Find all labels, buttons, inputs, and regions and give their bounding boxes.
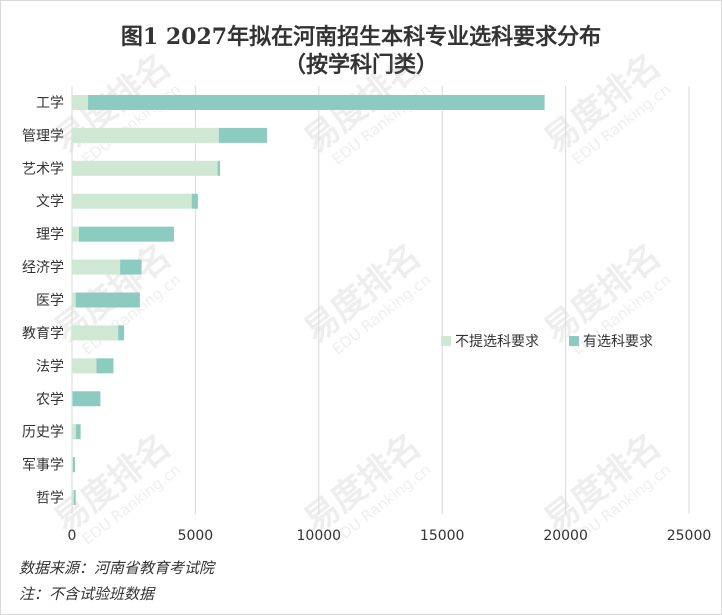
bar-segment [72, 457, 73, 473]
legend-label: 不提选科要求 [455, 334, 539, 350]
bar-segment [72, 325, 119, 341]
x-tick-label: 5000 [178, 528, 214, 544]
bar-segment [72, 292, 76, 308]
category-label: 工学 [36, 95, 64, 111]
bar-segment [72, 424, 76, 440]
bar-segment [72, 94, 89, 110]
category-label: 医学 [36, 293, 64, 309]
bar-segment [72, 490, 74, 506]
bar-segment [72, 259, 121, 275]
bars-layer [72, 94, 545, 506]
x-tick-labels: 0 5000 10000 15000 20000 25000 [68, 528, 712, 544]
legend: 不提选科要求 有选科要求 [441, 334, 653, 350]
category-label: 农学 [36, 392, 64, 408]
bar-segment [72, 391, 101, 407]
category-label: 军事学 [22, 458, 64, 474]
source-note: 数据来源：河南省教育考试院 [19, 559, 215, 577]
bar-segment [88, 94, 545, 110]
bar-segment [218, 127, 267, 143]
category-label: 文学 [36, 194, 64, 210]
x-tick-label: 15000 [420, 528, 465, 544]
x-tick-label: 20000 [543, 528, 588, 544]
bar-segment [118, 325, 125, 341]
bar-segment [75, 292, 140, 308]
bar-segment [78, 226, 174, 242]
bar-segment [96, 358, 114, 374]
bar-segment [72, 127, 219, 143]
category-label: 艺术学 [22, 161, 64, 177]
bar-segment [72, 193, 192, 209]
x-tick-label: 10000 [297, 528, 342, 544]
category-label: 经济学 [22, 260, 64, 276]
bar-segment [120, 259, 142, 275]
bar-segment [72, 358, 97, 374]
category-label: 教育学 [22, 326, 64, 342]
bar-segment [72, 226, 79, 242]
legend-swatch [569, 336, 579, 346]
remark-note: 注：不含试验班数据 [19, 585, 155, 603]
category-label: 历史学 [22, 425, 64, 441]
bar-segment [72, 457, 75, 473]
bar-segment [72, 160, 218, 176]
legend-swatch [441, 336, 451, 346]
bar-segment [75, 424, 81, 440]
x-tick-label: 0 [68, 528, 77, 544]
bar-segment [217, 160, 221, 176]
category-label: 哲学 [36, 491, 64, 507]
category-label: 法学 [36, 359, 64, 375]
x-tick-label: 25000 [667, 528, 712, 544]
chart-title: 图1 2027年拟在河南招生本科专业选科要求分布 [120, 24, 602, 50]
bar-segment [73, 490, 76, 506]
bar-segment [191, 193, 198, 209]
chart-subtitle: （按学科门类） [283, 52, 438, 78]
category-label: 理学 [36, 227, 64, 243]
legend-label: 有选科要求 [583, 334, 653, 350]
category-label: 管理学 [22, 128, 64, 144]
